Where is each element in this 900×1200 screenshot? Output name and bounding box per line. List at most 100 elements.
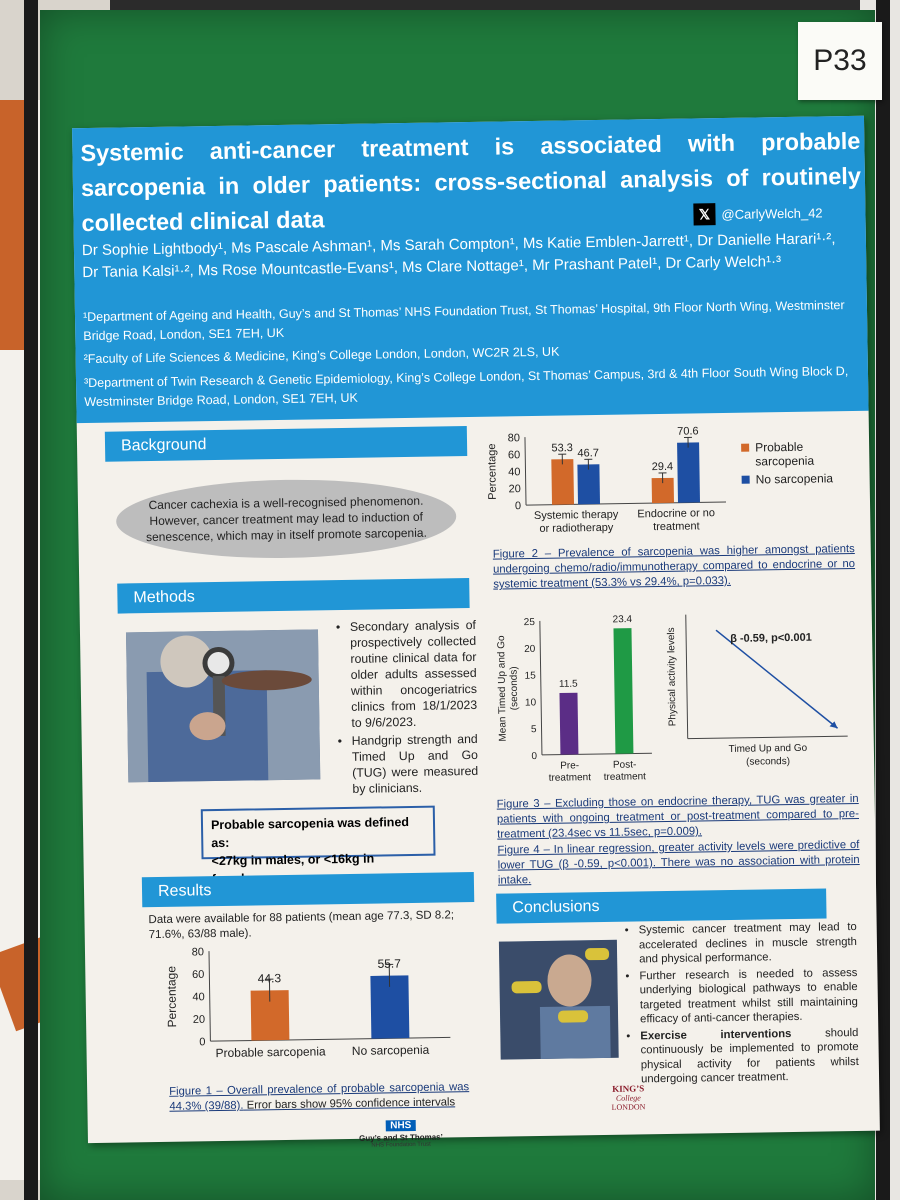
conclusions-bullet-1: Systemic cancer treatment may lead to ac…	[625, 920, 858, 967]
fig2-bar	[677, 442, 701, 503]
fig4-regression-line	[715, 629, 839, 729]
board-frame-left	[24, 0, 38, 1200]
definition-line-1: Probable sarcopenia was defined as:	[210, 815, 410, 851]
fig3-data-label: 11.5	[559, 679, 578, 690]
affiliation-3: ³Department of Twin Research & Genetic E…	[83, 364, 849, 410]
conclusions-bullet-3: Exercise interventions should continuous…	[626, 1025, 859, 1087]
fig4-x-axis	[687, 735, 848, 740]
social-handle[interactable]: 𝕏 @CarlyWelch_42	[693, 201, 823, 226]
affiliation-1: ¹Department of Ageing and Health, Guy’s …	[82, 298, 845, 344]
fig1-bar	[370, 975, 410, 1039]
fig3-x-tick-label: Pre-	[560, 760, 579, 771]
figure-2-chart: 0 20 40 60 80 Percentage 53.3 46.7 Systemic ther…	[486, 425, 834, 535]
handgrip-photo-drawing	[125, 629, 321, 783]
fig2-x-tick-label: treatment	[653, 520, 700, 533]
fig2-y-tick-label: 80	[508, 432, 520, 444]
conclusions-heading: Conclusions	[496, 888, 827, 924]
fig2-y-tick-label: 60	[508, 449, 520, 461]
fig4-regression-arrowhead	[829, 721, 838, 729]
nhs-logo-mark: NHS	[386, 1119, 416, 1132]
handgrip-photo	[125, 629, 321, 783]
fig4-x-axis-label: Timed Up and Go	[729, 743, 808, 755]
fig2-bar	[577, 464, 601, 505]
results-heading-text: Results	[157, 882, 212, 900]
sarcopenia-definition-box: Probable sarcopenia was defined as: <27k…	[200, 805, 436, 886]
fig3-x-tick-label: treatment	[604, 771, 647, 783]
fig1-x-axis	[210, 1036, 451, 1042]
conclusions-bullet-2: Further research is needed to assess und…	[625, 965, 858, 1027]
poster-header: Systemic anti-cancer treatment is associ…	[72, 115, 869, 424]
fig3-y-tick-label: 15	[525, 671, 537, 682]
fig3-y-tick-label: 0	[531, 751, 537, 762]
fig1-y-tick-label: 20	[193, 1014, 205, 1026]
fig3-y-tick-label: 10	[525, 697, 537, 708]
fig4-y-axis-label: Physical activity levels	[666, 627, 679, 726]
figure-1-chart: 0 20 40 60 80 Percentage 44.3 Probable sarcopen…	[164, 946, 451, 1060]
fig2-data-label: 53.3	[551, 442, 573, 454]
conclusions-bullet-3-bold: Exercise interventions	[640, 1027, 792, 1042]
fig1-y-axis-label: Percentage	[164, 966, 179, 1028]
fig3-x-tick-label: Post-	[613, 759, 637, 770]
fig1-data-label: 55.7	[377, 956, 401, 970]
figure-3-caption: Figure 3 – Excluding those on endocrine …	[496, 792, 860, 841]
fig2-y-axis	[524, 437, 527, 506]
fig1-bar	[250, 990, 290, 1041]
x-logo-icon: 𝕏	[693, 203, 716, 226]
fig3-y-axis-label-2: (seconds)	[509, 666, 521, 710]
fig1-y-tick-label: 0	[199, 1036, 205, 1048]
fig2-legend-swatch	[741, 475, 750, 484]
fig3-y-tick-label: 20	[524, 644, 536, 655]
fig2-y-axis-label: Percentage	[486, 443, 499, 499]
methods-bullet-1: Secondary analysis of prospectively coll…	[336, 617, 478, 731]
fig2-y-tick-label: 20	[508, 483, 520, 495]
figure-4-chart: β -0.59, p<0.001 Physical activity levels…	[666, 614, 848, 768]
fig2-x-tick-label: Endocrine or no	[637, 507, 715, 520]
fig2-data-label: 70.6	[677, 425, 699, 437]
fig3-x-axis	[541, 752, 652, 756]
nhs-logo: NHS Guy’s and St Thomas’ NHS Foundation …	[346, 1114, 457, 1149]
fig1-data-label: 44.3	[258, 971, 282, 985]
fig2-legend-label: No sarcopenia	[756, 471, 834, 486]
figure-2-caption: Figure 2 – Prevalence of sarcopenia was …	[492, 542, 856, 591]
fig1-y-axis	[208, 951, 211, 1042]
figure-3-chart: 0 5 10 15 20 25 Mean Timed Up and Go (seconds) 1…	[496, 614, 652, 784]
fig1-x-tick-label: Probable sarcopenia	[215, 1044, 326, 1060]
exercise-photo-drawing	[498, 939, 619, 1060]
fig2-y-tick-label: 0	[515, 500, 521, 512]
fig3-y-tick-label: 5	[531, 724, 537, 735]
methods-bullet-2: Handgrip strength and Timed Up and Go (T…	[338, 731, 479, 797]
fig3-bar	[613, 628, 634, 754]
kcl-logo: KING’S College LONDON	[603, 1083, 653, 1112]
background-heading-text: Background	[120, 436, 207, 455]
fig2-x-tick-label: or radiotherapy	[539, 522, 614, 535]
fig2-bar	[651, 477, 675, 504]
fig2-data-label: 46.7	[577, 447, 599, 459]
fig3-bar	[559, 692, 579, 755]
fig1-y-tick-label: 60	[192, 969, 204, 981]
conclusions-heading-text: Conclusions	[512, 898, 600, 917]
fig1-y-tick-label: 40	[192, 991, 204, 1003]
fig2-legend-label: Probable	[755, 440, 804, 455]
board-frame-right	[876, 0, 890, 1200]
background-heading: Background	[104, 426, 468, 462]
methods-heading: Methods	[117, 578, 470, 614]
fig3-data-label: 23.4	[613, 614, 633, 625]
board-number-tag: P33	[798, 22, 882, 100]
background-text-content: Cancer cachexia is a well-recognised phe…	[145, 493, 427, 545]
fig4-x-axis-label-2: (seconds)	[746, 756, 790, 768]
social-handle-text: @CarlyWelch_42	[721, 204, 823, 222]
conclusions-bullets: Systemic cancer treatment may lead to ac…	[625, 920, 860, 1089]
figure-1-caption-note: Error bars show 95% confidence intervals	[243, 1096, 456, 1112]
kcl-logo-line-3: LONDON	[611, 1102, 646, 1112]
fig2-x-tick-label: Systemic therapy	[534, 509, 619, 522]
board-number: P33	[813, 44, 867, 77]
fig3-x-tick-label: treatment	[549, 772, 592, 784]
exercise-photo	[498, 939, 619, 1060]
fig2-y-tick-label: 40	[508, 466, 520, 478]
results-heading: Results	[141, 872, 475, 908]
methods-heading-text: Methods	[133, 588, 195, 607]
fig1-y-tick-label: 80	[192, 946, 204, 958]
figure-4-caption: Figure 4 – In linear regression, greater…	[497, 838, 860, 887]
fig2-legend-swatch	[741, 443, 750, 452]
fig4-annotation: β -0.59, p<0.001	[730, 632, 812, 645]
